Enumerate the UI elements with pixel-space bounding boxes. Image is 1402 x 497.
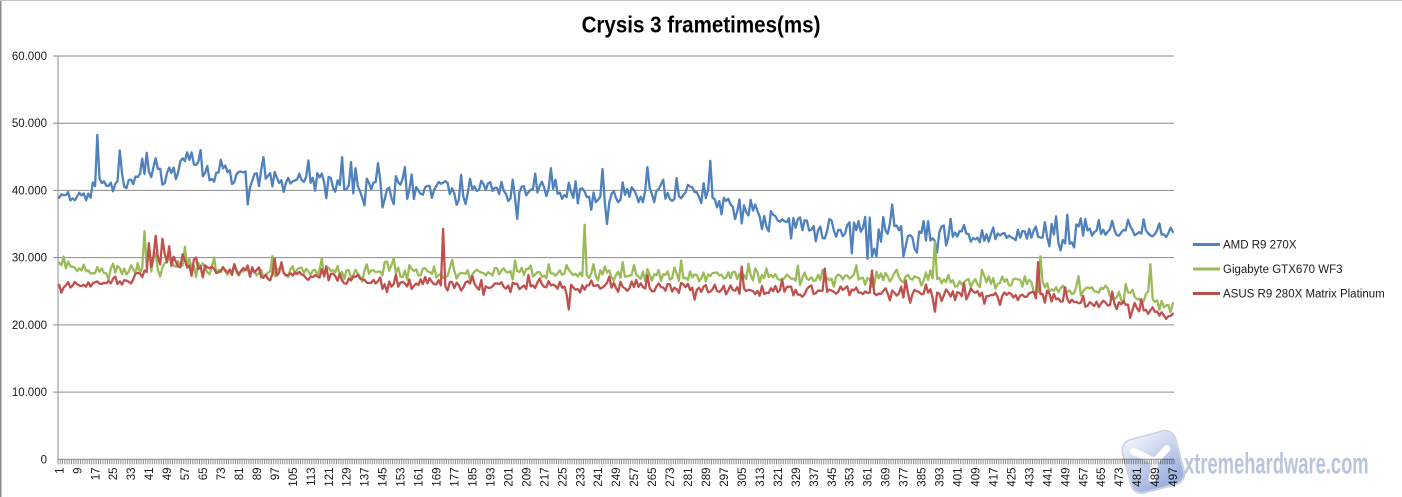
svg-text:385: 385 bbox=[917, 468, 929, 487]
svg-text:353: 353 bbox=[845, 468, 857, 487]
svg-text:1: 1 bbox=[54, 468, 66, 474]
svg-text:20.000: 20.000 bbox=[12, 320, 47, 332]
svg-text:60.000: 60.000 bbox=[12, 51, 47, 63]
svg-text:161: 161 bbox=[414, 468, 426, 487]
svg-text:9: 9 bbox=[72, 468, 84, 474]
svg-text:201: 201 bbox=[503, 468, 515, 487]
svg-text:153: 153 bbox=[396, 468, 408, 487]
svg-text:xtremehardware.com: xtremehardware.com bbox=[1184, 447, 1369, 481]
svg-text:145: 145 bbox=[378, 468, 390, 487]
svg-text:Gigabyte GTX670 WF3: Gigabyte GTX670 WF3 bbox=[1223, 264, 1343, 276]
svg-text:369: 369 bbox=[881, 468, 893, 487]
svg-text:441: 441 bbox=[1042, 468, 1054, 487]
svg-text:425: 425 bbox=[1006, 468, 1018, 487]
svg-text:81: 81 bbox=[234, 468, 246, 481]
svg-text:281: 281 bbox=[683, 468, 695, 487]
svg-text:25: 25 bbox=[108, 468, 120, 481]
svg-text:17: 17 bbox=[90, 468, 102, 481]
svg-text:AMD R9 270X: AMD R9 270X bbox=[1223, 240, 1297, 252]
svg-text:129: 129 bbox=[342, 468, 354, 487]
svg-text:10.000: 10.000 bbox=[12, 387, 47, 399]
svg-text:193: 193 bbox=[486, 468, 498, 487]
svg-text:233: 233 bbox=[575, 468, 587, 487]
svg-text:73: 73 bbox=[216, 468, 228, 481]
svg-text:401: 401 bbox=[953, 468, 965, 487]
svg-text:113: 113 bbox=[306, 468, 318, 486]
svg-text:305: 305 bbox=[737, 468, 749, 487]
svg-text:393: 393 bbox=[935, 468, 947, 487]
svg-text:457: 457 bbox=[1078, 468, 1090, 487]
svg-text:121: 121 bbox=[324, 468, 336, 487]
svg-text:465: 465 bbox=[1096, 468, 1108, 487]
svg-text:169: 169 bbox=[432, 468, 444, 487]
svg-text:0: 0 bbox=[41, 454, 47, 466]
svg-text:209: 209 bbox=[521, 468, 533, 487]
svg-text:289: 289 bbox=[701, 468, 713, 487]
svg-text:177: 177 bbox=[450, 468, 462, 487]
svg-text:217: 217 bbox=[539, 468, 551, 487]
svg-text:257: 257 bbox=[629, 468, 641, 487]
svg-text:345: 345 bbox=[827, 468, 839, 487]
svg-text:Crysis 3 frametimes(ms): Crysis 3 frametimes(ms) bbox=[582, 11, 821, 38]
svg-text:377: 377 bbox=[899, 468, 911, 487]
svg-text:241: 241 bbox=[593, 468, 605, 487]
svg-text:65: 65 bbox=[198, 468, 210, 481]
svg-text:473: 473 bbox=[1114, 468, 1126, 487]
svg-text:361: 361 bbox=[863, 468, 875, 487]
svg-text:337: 337 bbox=[809, 468, 821, 487]
svg-text:40.000: 40.000 bbox=[12, 185, 47, 197]
svg-text:50.000: 50.000 bbox=[12, 118, 47, 130]
svg-text:185: 185 bbox=[468, 468, 480, 487]
svg-text:297: 297 bbox=[719, 468, 731, 487]
svg-text:417: 417 bbox=[988, 468, 1000, 487]
svg-text:249: 249 bbox=[611, 468, 623, 487]
svg-text:137: 137 bbox=[360, 468, 372, 487]
svg-text:41: 41 bbox=[144, 468, 156, 481]
svg-text:105: 105 bbox=[288, 468, 300, 487]
svg-text:30.000: 30.000 bbox=[12, 253, 47, 265]
svg-text:321: 321 bbox=[773, 468, 785, 487]
svg-text:97: 97 bbox=[270, 468, 282, 481]
svg-text:409: 409 bbox=[971, 468, 983, 487]
svg-text:433: 433 bbox=[1024, 468, 1036, 487]
svg-text:33: 33 bbox=[126, 468, 138, 481]
svg-text:449: 449 bbox=[1060, 468, 1072, 487]
svg-text:329: 329 bbox=[791, 468, 803, 487]
svg-text:313: 313 bbox=[755, 468, 767, 487]
svg-text:89: 89 bbox=[252, 468, 264, 481]
svg-text:49: 49 bbox=[162, 468, 174, 481]
svg-text:225: 225 bbox=[557, 468, 569, 487]
svg-text:57: 57 bbox=[180, 468, 192, 481]
svg-text:273: 273 bbox=[665, 468, 677, 487]
svg-text:265: 265 bbox=[647, 468, 659, 487]
svg-text:ASUS R9 280X Matrix Platinum: ASUS R9 280X Matrix Platinum bbox=[1223, 289, 1385, 301]
